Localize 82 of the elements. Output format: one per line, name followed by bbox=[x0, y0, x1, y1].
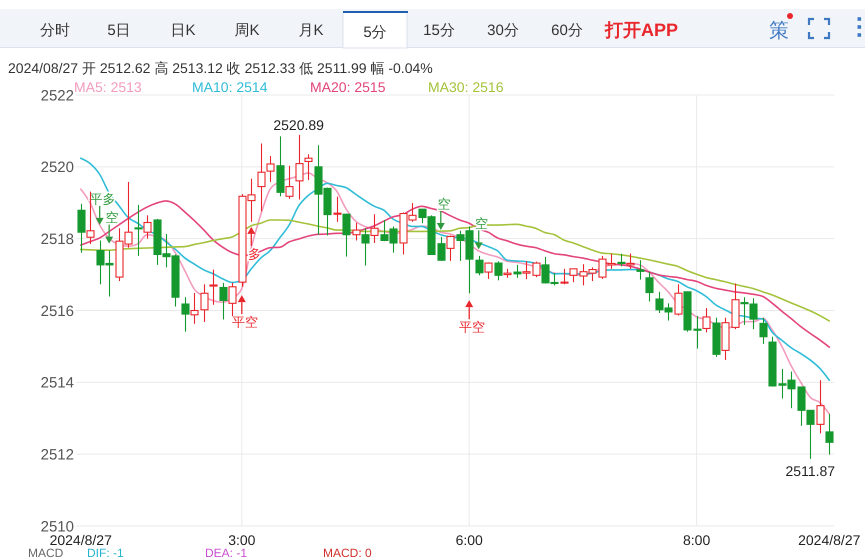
candlestick bbox=[181, 296, 190, 332]
candlestick bbox=[77, 203, 86, 254]
chart-subtitle: 2024/08/27 开 2512.62 高 2513.12 收 2512.33 低 2511.99 幅 -0.04% bbox=[8, 60, 433, 76]
text: MACD bbox=[28, 546, 64, 559]
y-tick-label: 2522 bbox=[40, 87, 74, 104]
candlestick bbox=[446, 234, 455, 262]
text: 15分 bbox=[423, 22, 455, 39]
candlestick bbox=[532, 261, 541, 278]
data-label: 空 bbox=[106, 210, 119, 226]
text: 策 bbox=[769, 20, 789, 42]
candlestick bbox=[333, 196, 342, 222]
candlestick bbox=[134, 204, 143, 256]
candlestick bbox=[295, 134, 304, 200]
data-label: 平空 bbox=[232, 314, 258, 330]
annotation: 2511.87 bbox=[786, 462, 836, 479]
point bbox=[247, 226, 256, 234]
y-tick-label: 2514 bbox=[40, 374, 74, 392]
candlestick bbox=[702, 307, 711, 333]
candlestick bbox=[266, 156, 275, 182]
candlestick bbox=[816, 380, 825, 434]
text: MA30: 2516 bbox=[428, 79, 504, 95]
candlestick bbox=[352, 222, 361, 242]
candlestick bbox=[257, 142, 266, 212]
candlestick bbox=[190, 292, 199, 324]
point bbox=[238, 295, 246, 302]
candlestick bbox=[219, 282, 228, 320]
candlestick bbox=[626, 252, 635, 270]
x-tick-label: 8:00 bbox=[682, 532, 710, 548]
y-tick-label: 2518 bbox=[40, 230, 74, 248]
x-tick-label: 3:00 bbox=[228, 532, 256, 548]
text: 60分 bbox=[551, 22, 583, 39]
text: 打开APP bbox=[604, 20, 678, 40]
candlestick bbox=[645, 272, 654, 302]
text: 5分 bbox=[363, 24, 387, 41]
candlestick bbox=[285, 165, 294, 200]
candlestick bbox=[513, 264, 522, 278]
y-tick-label: 2516 bbox=[40, 302, 74, 320]
point bbox=[474, 242, 483, 250]
candlestick bbox=[342, 212, 351, 258]
candlestick bbox=[437, 236, 446, 262]
annotation: 2520.89 bbox=[273, 116, 324, 133]
text: DIF: -1 bbox=[87, 546, 124, 559]
candlestick bbox=[209, 269, 218, 306]
y-tick-label: 2520 bbox=[40, 159, 74, 176]
candlestick bbox=[560, 268, 569, 285]
candlestick bbox=[361, 228, 370, 266]
candlestick bbox=[143, 214, 152, 240]
text: MA5: 2513 bbox=[74, 79, 142, 95]
data-label: 平空 bbox=[459, 320, 486, 335]
text: MACD: 0 bbox=[323, 546, 372, 559]
candlestick bbox=[484, 262, 493, 280]
candlestick bbox=[569, 268, 578, 283]
candlestick bbox=[674, 284, 683, 316]
candlestick bbox=[200, 284, 209, 323]
data-label: 空 bbox=[437, 196, 450, 212]
point bbox=[436, 222, 445, 230]
text: 30分 bbox=[487, 22, 519, 39]
line-series bbox=[80, 157, 830, 381]
candlestick bbox=[304, 154, 313, 181]
x-tick-label: 2024/8/27 bbox=[798, 532, 861, 548]
text: 周K bbox=[234, 22, 260, 39]
candlestick bbox=[494, 260, 503, 281]
point bbox=[96, 218, 104, 225]
point bbox=[465, 300, 474, 308]
y-tick-label: 2512 bbox=[40, 446, 74, 464]
point bbox=[105, 236, 114, 244]
x-tick-label: 6:00 bbox=[456, 532, 484, 548]
text: 日K bbox=[170, 22, 196, 39]
candlestick bbox=[475, 255, 484, 276]
candlestick bbox=[825, 413, 834, 456]
text: MA20: 2515 bbox=[310, 79, 386, 95]
candlestick bbox=[522, 260, 531, 280]
candlestick bbox=[759, 317, 768, 344]
candlestick bbox=[617, 253, 626, 267]
text: 月K bbox=[298, 22, 324, 39]
candlestick bbox=[693, 315, 702, 350]
text: 5日 bbox=[107, 22, 131, 39]
candlestick bbox=[636, 260, 645, 280]
text: DEA: -1 bbox=[205, 546, 248, 559]
candlestick bbox=[370, 214, 379, 244]
text: MA10: 2514 bbox=[192, 79, 268, 95]
text: 分时 bbox=[40, 22, 70, 39]
